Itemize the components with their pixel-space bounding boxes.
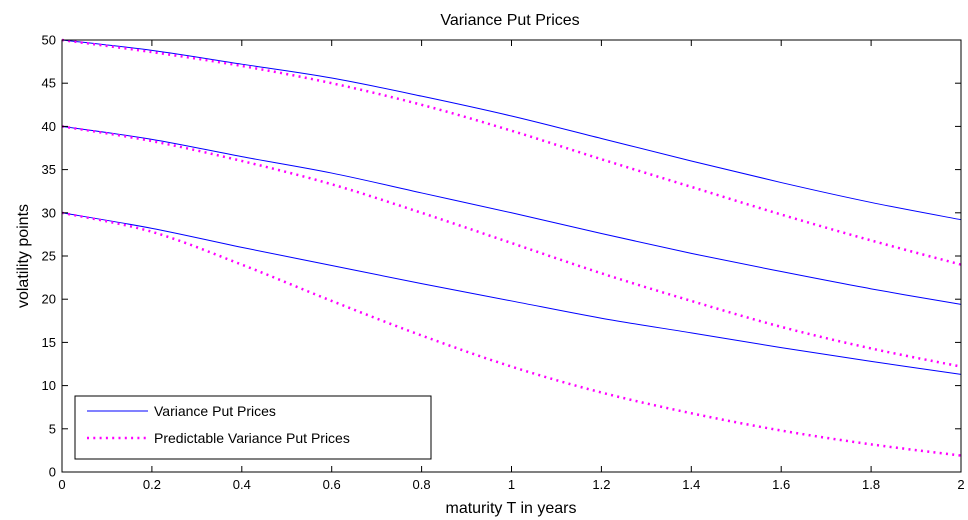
plot-frame <box>61 39 962 473</box>
y-tick-label: 15 <box>42 335 56 350</box>
legend-label-predictable-variance-put-prices: Predictable Variance Put Prices <box>154 430 350 446</box>
x-tick-label: 1.2 <box>592 477 610 492</box>
x-tick-label: 0.2 <box>143 477 161 492</box>
x-tick-label: 1.6 <box>772 477 790 492</box>
series-line-5 <box>61 125 962 368</box>
series-line-1 <box>61 39 962 221</box>
x-tick-label: 0 <box>58 477 65 492</box>
series-layer <box>61 38 962 457</box>
series-line-6 <box>61 211 962 457</box>
y-tick-label: 30 <box>42 205 56 220</box>
x-tick-label: 0.8 <box>413 477 431 492</box>
legend: Variance Put Prices Predictable Variance… <box>74 395 432 460</box>
y-tick-label: 0 <box>49 465 56 480</box>
ticks-layer: 0 0.2 0.4 0.6 0.8 1 1.2 1.4 1.6 1.8 20510152025303… <box>42 33 965 493</box>
legend-label-variance-put-prices: Variance Put Prices <box>154 403 276 419</box>
series-line-4 <box>61 38 962 266</box>
series-line-3 <box>61 212 962 375</box>
y-tick-label: 10 <box>42 378 56 393</box>
y-axis-label: volatility points <box>15 204 32 308</box>
x-tick-label: 2 <box>957 477 964 492</box>
x-tick-label: 1.8 <box>862 477 880 492</box>
x-tick-label: 1 <box>508 477 515 492</box>
x-tick-label: 0.4 <box>233 477 251 492</box>
x-tick-label: 0.6 <box>323 477 341 492</box>
series-line-2 <box>61 125 962 305</box>
y-tick-label: 50 <box>42 33 56 48</box>
x-axis-label: maturity T in years <box>445 500 576 517</box>
y-tick-label: 45 <box>42 76 56 91</box>
y-tick-label: 5 <box>49 421 56 436</box>
chart-title: Variance Put Prices <box>440 12 579 29</box>
y-tick-label: 40 <box>42 119 56 134</box>
y-tick-label: 25 <box>42 249 56 264</box>
x-tick-label: 1.4 <box>682 477 700 492</box>
y-tick-label: 35 <box>42 162 56 177</box>
legend-box <box>74 395 432 460</box>
y-tick-label: 20 <box>42 292 56 307</box>
